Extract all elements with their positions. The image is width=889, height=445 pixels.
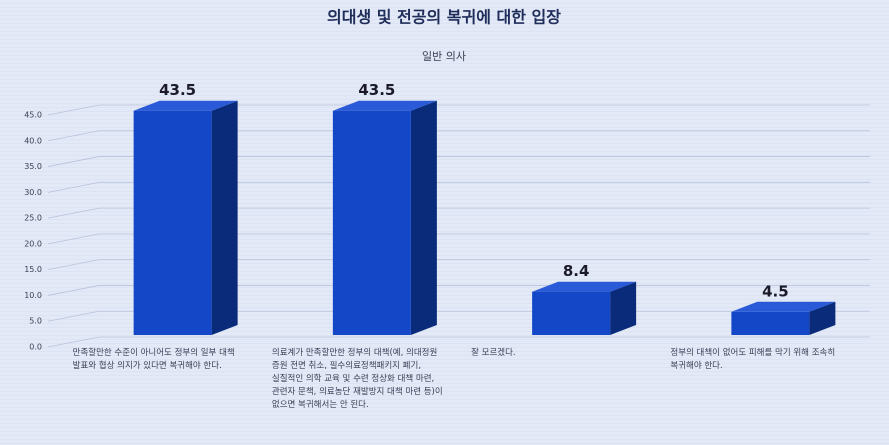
y-tick-label: 30.0 <box>24 188 42 197</box>
x-tick-label: 의료계가 만족할만한 정부의 대책(예, 의대정원 증원 전면 취소, 필수의료… <box>271 348 443 410</box>
grid-line <box>47 207 100 219</box>
grid-line <box>47 130 100 142</box>
y-tick-label: 25.0 <box>24 214 42 223</box>
bar <box>731 311 810 335</box>
bar-side <box>211 100 238 335</box>
bar <box>133 110 212 335</box>
grid-line <box>47 310 100 322</box>
y-tick-label: 5.0 <box>29 317 42 326</box>
value-label: 4.5 <box>762 282 789 300</box>
grid-line <box>47 181 100 193</box>
bar-side <box>809 301 836 335</box>
grid-line <box>47 233 100 245</box>
chart-subtitle: 일반 의사 <box>422 49 466 63</box>
bar-top <box>731 301 836 312</box>
bar-top <box>532 281 637 292</box>
bar-side <box>410 100 437 335</box>
grid-line <box>47 156 100 167</box>
value-label: 8.4 <box>563 262 590 280</box>
grid-line <box>47 104 100 116</box>
bar <box>532 291 611 335</box>
y-tick-label: 45.0 <box>24 111 42 120</box>
y-tick-label: 35.0 <box>24 162 42 171</box>
y-tick-label: 15.0 <box>24 265 42 274</box>
grid-line <box>47 336 100 348</box>
x-tick-label: 정부의 대책이 없어도 피해를 막기 위해 조속히 복귀해야 한다. <box>670 348 836 371</box>
y-tick-label: 20.0 <box>24 239 42 248</box>
bar-top <box>332 100 437 111</box>
value-label: 43.5 <box>358 81 395 99</box>
bar-top <box>133 100 238 111</box>
x-tick-label: 만족할만한 수준이 아니어도 정부의 일부 대책 발표와 협상 의지가 있다면 … <box>72 348 235 371</box>
value-label: 43.5 <box>159 81 196 99</box>
chart-title: 의대생 및 전공의 복귀에 대한 입장 <box>327 8 561 27</box>
bar-side <box>610 281 637 335</box>
y-tick-label: 0.0 <box>29 343 42 352</box>
y-tick-label: 40.0 <box>24 136 42 145</box>
grid-line <box>47 259 100 271</box>
y-tick-label: 10.0 <box>24 291 42 300</box>
x-tick-label: 잘 모르겠다. <box>471 348 516 358</box>
grid-line <box>47 285 100 296</box>
bar <box>332 110 411 335</box>
